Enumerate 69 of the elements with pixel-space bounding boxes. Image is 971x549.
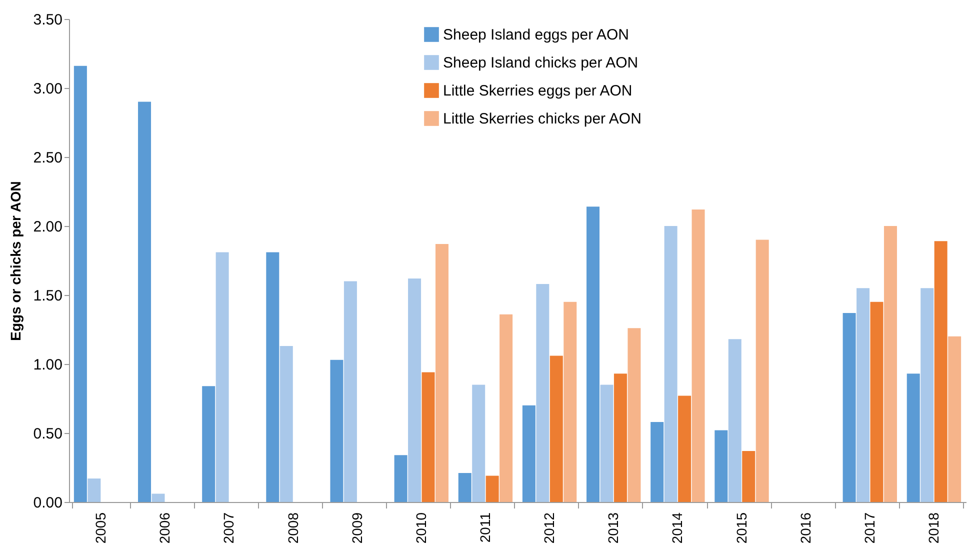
x-tick-label: 2013 bbox=[605, 512, 622, 544]
bar bbox=[856, 288, 870, 502]
y-tick-label: 1.00 bbox=[33, 356, 62, 374]
legend-label: Sheep Island chicks per AON bbox=[443, 54, 638, 72]
bar bbox=[422, 372, 435, 502]
x-tick-label: 2008 bbox=[284, 512, 301, 544]
bar bbox=[280, 346, 293, 502]
bar bbox=[756, 240, 769, 502]
bar bbox=[664, 226, 678, 502]
bar bbox=[714, 430, 728, 502]
bar bbox=[614, 374, 627, 502]
y-tick-label: 0.50 bbox=[33, 426, 62, 442]
bar bbox=[934, 241, 948, 502]
legend-label: Sheep Island eggs per AON bbox=[443, 26, 629, 44]
bar bbox=[216, 252, 229, 502]
y-tick-label: 1.50 bbox=[33, 288, 62, 304]
bar bbox=[906, 374, 920, 502]
bar bbox=[628, 328, 641, 502]
bar bbox=[550, 356, 563, 502]
bar bbox=[948, 336, 962, 502]
y-tick-label: 0.00 bbox=[33, 494, 62, 512]
x-tick-label: 2005 bbox=[92, 512, 109, 544]
bar bbox=[522, 405, 536, 502]
bar bbox=[88, 478, 101, 502]
x-tick-label: 2006 bbox=[156, 512, 173, 544]
bar bbox=[564, 302, 577, 502]
bar bbox=[435, 244, 448, 502]
y-tick-label: 2.50 bbox=[33, 150, 62, 166]
bar bbox=[884, 226, 897, 502]
bar bbox=[394, 455, 408, 502]
y-axis-title: Eggs or chicks per AON bbox=[7, 181, 24, 341]
bar bbox=[202, 386, 216, 502]
y-tick-label: 3.00 bbox=[33, 80, 62, 98]
bar bbox=[742, 450, 756, 502]
bar bbox=[500, 314, 513, 502]
bar bbox=[266, 252, 280, 502]
x-tick-label: 2017 bbox=[861, 512, 878, 544]
x-tick-label: 2010 bbox=[412, 512, 429, 544]
bar bbox=[920, 288, 934, 502]
bar bbox=[692, 209, 705, 502]
x-tick-label: 2018 bbox=[925, 512, 942, 544]
bar bbox=[536, 284, 550, 502]
x-tick-label: 2015 bbox=[733, 512, 750, 544]
y-tick-label: 2.00 bbox=[33, 218, 62, 236]
bar bbox=[152, 494, 165, 502]
bar bbox=[138, 102, 152, 502]
bar bbox=[678, 396, 692, 502]
bar bbox=[728, 339, 742, 502]
x-tick-label: 2011 bbox=[476, 512, 493, 543]
bar bbox=[408, 278, 422, 502]
bar bbox=[842, 312, 856, 502]
bar bbox=[74, 66, 87, 502]
bar bbox=[600, 384, 614, 502]
y-tick-label: 3.50 bbox=[33, 12, 62, 28]
x-tick-label: 2007 bbox=[220, 512, 237, 544]
bar bbox=[650, 422, 664, 502]
bar bbox=[344, 281, 357, 502]
bar bbox=[586, 206, 600, 502]
x-tick-label: 2009 bbox=[348, 512, 365, 544]
bar bbox=[870, 302, 884, 502]
x-tick-label: 2016 bbox=[797, 512, 814, 544]
x-tick-label: 2014 bbox=[669, 512, 686, 544]
bar bbox=[330, 360, 344, 502]
bar bbox=[472, 384, 486, 502]
bar bbox=[486, 476, 499, 502]
legend-label: Little Skerries chicks per AON bbox=[443, 110, 642, 128]
bar bbox=[458, 473, 472, 502]
x-tick-label: 2012 bbox=[541, 512, 558, 544]
legend-label: Little Skerries eggs per AON bbox=[443, 82, 632, 100]
